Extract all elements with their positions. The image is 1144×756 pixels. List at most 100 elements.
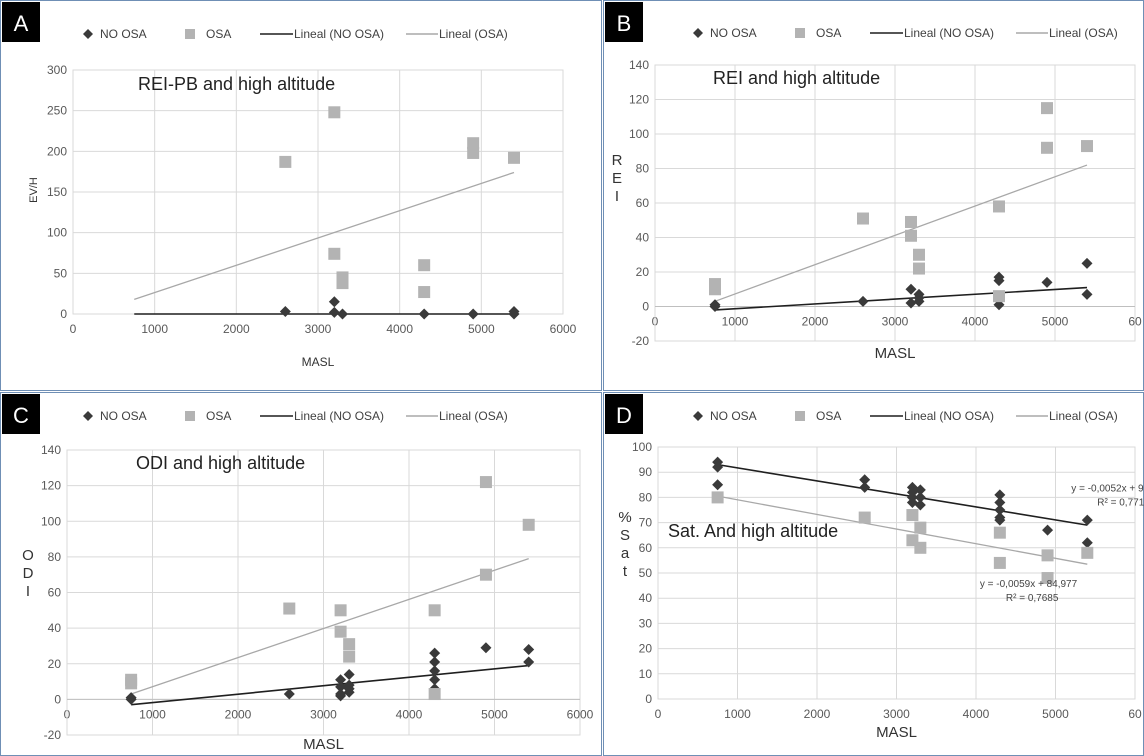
data-point-no-osa [1041,276,1053,288]
data-point-osa [1041,549,1054,562]
data-point-osa [905,229,917,242]
y-tick-label: 120 [629,93,649,107]
panel-letter-box [2,394,40,434]
regression-equation: y = -0,0059x + 84,977 [980,579,1078,590]
data-point-osa [1041,102,1053,115]
x-tick-label: 5000 [468,322,495,336]
panel-c-frame [0,392,602,756]
legend: NO OSA OSA Lineal (NO OSA) Lineal (OSA) [693,409,1118,423]
data-point-no-osa [418,308,430,320]
data-point-no-osa [480,642,492,654]
data-point-no-osa [279,306,291,318]
data-point-no-osa [857,295,869,307]
plot-area [657,446,1136,700]
legend-marker-osa [185,411,195,421]
data-point-no-osa [994,489,1006,501]
data-point-osa [914,521,927,534]
data-point-no-osa [125,693,137,705]
data-point-no-osa [905,297,917,309]
y-axis-label: EV/H [28,177,40,203]
data-point-osa [857,212,869,225]
legend-label-osa: OSA [206,27,231,41]
x-tick-label: 3000 [310,707,337,721]
trendline-no-osa [714,286,1088,311]
panel-letter-box [605,2,643,42]
y-tick-label: 120 [41,479,61,493]
data-point-no-osa [914,499,926,511]
legend-marker-osa [185,29,195,39]
legend-label-trend-no-osa: Lineal (NO OSA) [904,409,994,423]
legend-label-osa: OSA [816,409,841,423]
x-tick-label: 0 [70,322,77,336]
data-point-osa [467,146,480,159]
y-tick-label: 20 [48,657,62,671]
regression-r2: R² = 0,7719 [1097,497,1144,508]
legend-label-trend-no-osa: Lineal (NO OSA) [294,27,384,41]
data-point-no-osa [994,496,1006,508]
panel-letter: D [616,403,632,428]
x-tick-label: 6000 [550,322,577,336]
legend-label-trend-osa: Lineal (OSA) [439,27,508,41]
panel-d: D NO OSA OSA Lineal (NO OSA) Lineal (OSA) 0 10… [605,394,1144,741]
data-point-osa [479,476,492,489]
x-tick-label: 1000 [722,315,749,329]
data-point-osa [1041,141,1053,154]
x-tick-label: 5000 [1042,707,1069,721]
panel-letter: C [13,403,29,428]
x-tick-label: 4000 [396,707,423,721]
data-point-no-osa [429,647,441,659]
data-point-osa [125,677,138,690]
data-point-osa [993,526,1006,539]
regression-equation: y = -0,0052x + 9 [1071,483,1144,494]
legend: NO OSA OSA Lineal (NO OSA) Lineal (OSA) [693,26,1118,40]
y-tick-label: 0 [645,692,652,706]
panel-letter-box [2,2,40,42]
legend-label-no-osa: NO OSA [100,27,147,41]
x-tick-label: 4000 [963,707,990,721]
data-point-no-osa [343,668,355,680]
y-tick-label: 100 [41,514,61,528]
data-point-osa [418,259,431,272]
data-point-osa [1081,546,1094,559]
y-tick-label: 140 [41,443,61,457]
data-point-osa [993,200,1005,213]
trendline-osa [714,164,1088,302]
data-point-no-osa [1081,537,1093,549]
data-point-osa [858,511,871,524]
data-point-osa [914,541,927,554]
data-point-no-osa [859,474,871,486]
data-point-no-osa [283,688,295,700]
data-point-osa [1081,140,1093,153]
data-point-osa [711,491,724,504]
legend-label-trend-no-osa: Lineal (NO OSA) [294,409,384,423]
data-point-osa [334,625,347,638]
legend: NO OSA OSA Lineal (NO OSA) Lineal (OSA) [83,409,508,423]
y-tick-label: 20 [639,642,653,656]
data-point-no-osa [994,514,1006,526]
data-point-osa [479,568,492,581]
data-point-osa [428,604,441,617]
y-tick-label: 150 [47,185,67,199]
legend-marker-osa [795,411,805,421]
data-point-no-osa [337,308,348,320]
y-tick-label: 0 [54,692,61,706]
y-tick-label: 80 [48,550,62,564]
x-tick-label: 1000 [139,707,166,721]
x-tick-label: 1000 [724,707,751,721]
data-point-osa [328,247,341,260]
legend-label-no-osa: NO OSA [100,409,147,423]
data-point-no-osa [328,306,340,318]
legend-label-trend-osa: Lineal (OSA) [1049,26,1118,40]
data-point-osa [1041,572,1054,585]
y-tick-label: 80 [636,162,650,176]
data-point-osa [709,283,721,296]
data-point-no-osa [429,674,441,686]
legend-label-osa: OSA [816,26,841,40]
x-axis-label: MASL [875,345,916,362]
data-point-no-osa [523,644,535,655]
data-point-osa [279,155,292,168]
data-point-osa [343,638,356,651]
